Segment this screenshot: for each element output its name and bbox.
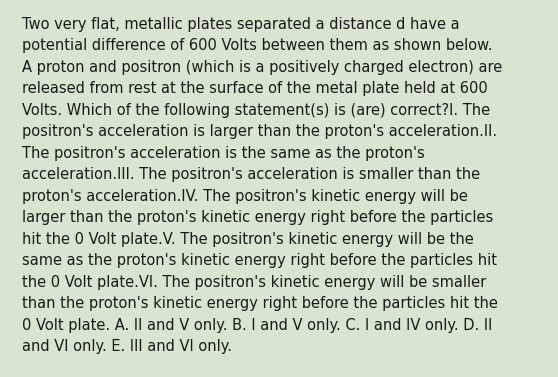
Text: Volts. Which of the following statement(s) is (are) correct?I. The: Volts. Which of the following statement(… bbox=[22, 103, 490, 118]
Text: and VI only. E. III and VI only.: and VI only. E. III and VI only. bbox=[22, 339, 232, 354]
Text: 0 Volt plate. A. II and V only. B. I and V only. C. I and IV only. D. II: 0 Volt plate. A. II and V only. B. I and… bbox=[22, 318, 493, 333]
Text: proton's acceleration.IV. The positron's kinetic energy will be: proton's acceleration.IV. The positron's… bbox=[22, 189, 468, 204]
Text: acceleration.III. The positron's acceleration is smaller than the: acceleration.III. The positron's acceler… bbox=[22, 167, 480, 182]
Text: hit the 0 Volt plate.V. The positron's kinetic energy will be the: hit the 0 Volt plate.V. The positron's k… bbox=[22, 232, 474, 247]
Text: A proton and positron (which is a positively charged electron) are: A proton and positron (which is a positi… bbox=[22, 60, 503, 75]
Text: positron's acceleration is larger than the proton's acceleration.II.: positron's acceleration is larger than t… bbox=[22, 124, 497, 139]
Text: larger than the proton's kinetic energy right before the particles: larger than the proton's kinetic energy … bbox=[22, 210, 494, 225]
Text: Two very flat, metallic plates separated a distance d have a: Two very flat, metallic plates separated… bbox=[22, 17, 460, 32]
Text: potential difference of 600 Volts between them as shown below.: potential difference of 600 Volts betwee… bbox=[22, 38, 493, 54]
Text: same as the proton's kinetic energy right before the particles hit: same as the proton's kinetic energy righ… bbox=[22, 253, 497, 268]
Text: The positron's acceleration is the same as the proton's: The positron's acceleration is the same … bbox=[22, 146, 425, 161]
Text: than the proton's kinetic energy right before the particles hit the: than the proton's kinetic energy right b… bbox=[22, 296, 498, 311]
Text: released from rest at the surface of the metal plate held at 600: released from rest at the surface of the… bbox=[22, 81, 488, 97]
Text: the 0 Volt plate.VI. The positron's kinetic energy will be smaller: the 0 Volt plate.VI. The positron's kine… bbox=[22, 275, 487, 290]
